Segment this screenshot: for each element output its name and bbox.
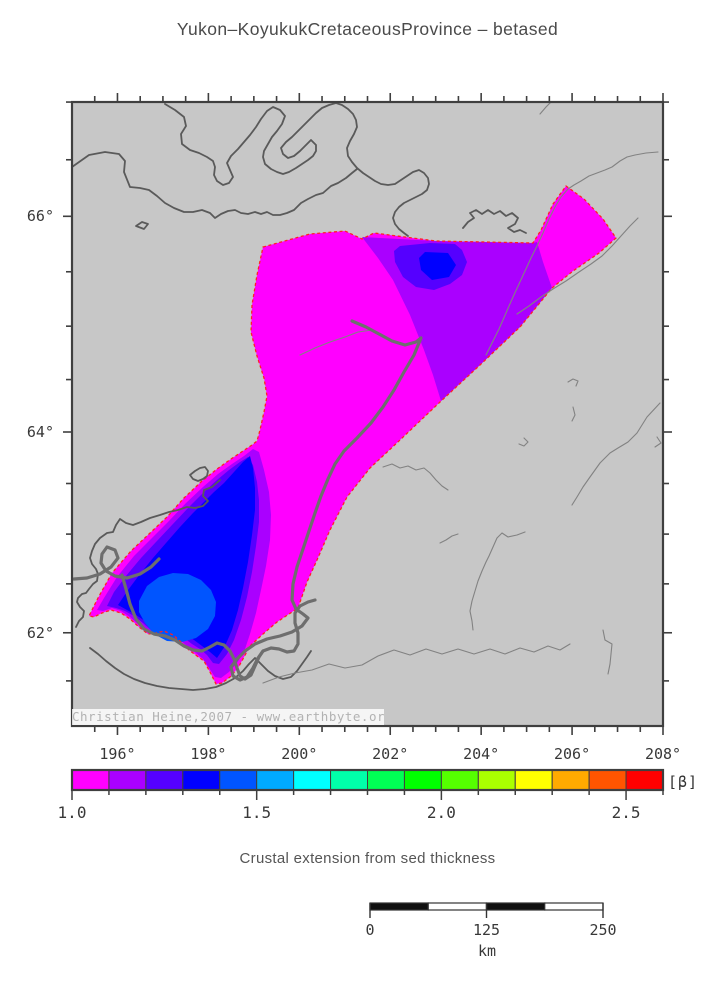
lon-tick-label: 198° <box>190 745 227 763</box>
coastline <box>164 102 430 237</box>
province-boundary <box>72 545 161 581</box>
river <box>469 531 526 631</box>
figure-title: Yukon–KoyukukCretaceousProvince – betase… <box>176 19 559 39</box>
river-group <box>262 102 662 684</box>
colorbar-cell <box>108 769 147 791</box>
river <box>299 329 373 356</box>
coastline <box>72 151 358 219</box>
coastline-islet <box>135 221 149 230</box>
scalebar-segment <box>544 902 604 911</box>
coastline <box>462 209 527 234</box>
colorbar-cell <box>403 769 442 791</box>
colorbar-cell <box>182 769 221 791</box>
colorbar-caption: Crustal extension from sed thickness <box>239 850 496 867</box>
colorbar-cell <box>256 769 295 791</box>
colorbar-cell <box>293 769 332 791</box>
scalebar-unit-label: km <box>477 942 497 960</box>
lat-tick-label: 64° <box>26 423 54 441</box>
lon-tick-label: 204° <box>463 745 500 763</box>
coastline-hook <box>189 466 209 482</box>
river <box>262 643 571 684</box>
lon-tick-label: 202° <box>372 745 409 763</box>
lat-tick-label: 62° <box>26 623 54 642</box>
colorbar-cell <box>145 769 184 791</box>
river <box>518 437 529 447</box>
lon-tick-label: 206° <box>554 745 591 763</box>
lon-tick-label: 200° <box>281 745 318 763</box>
colorbar-cell <box>440 769 479 791</box>
colorbar-ticks <box>71 790 664 800</box>
colorbar-cell <box>367 769 405 791</box>
colorbar-tick-label: 1.0 <box>57 803 87 822</box>
province-boundary-group <box>72 319 423 682</box>
colorbar-cell <box>477 769 516 791</box>
colorbar-tick-label: 2.0 <box>426 803 456 822</box>
beta-region-group <box>88 185 617 685</box>
axis-ticks <box>63 93 672 735</box>
colorbar-cell <box>625 769 664 791</box>
distance-scalebar <box>369 902 604 918</box>
scalebar-tick-label: 250 <box>589 921 617 939</box>
beta-zone-blue-ne <box>419 252 456 280</box>
colorbar-cell <box>588 769 627 791</box>
coastline <box>75 479 221 628</box>
river <box>571 402 661 506</box>
lon-tick-label: 196° <box>99 745 136 763</box>
river <box>602 629 613 675</box>
province-boundary <box>229 319 423 682</box>
river <box>382 463 449 491</box>
river <box>485 151 659 356</box>
watermark: Christian Heine,2007 - www.earthbyte.org <box>72 709 384 725</box>
scalebar-segment <box>427 902 488 911</box>
colorbar-cell <box>219 769 258 791</box>
scalebar-tick-label: 125 <box>472 921 501 939</box>
lat-tick-label: 66° <box>26 207 54 226</box>
coastline-group <box>72 102 527 691</box>
colorbar-cells <box>71 769 664 791</box>
colorbar-cell <box>71 769 110 791</box>
river <box>439 533 459 544</box>
scalebar-tick-label: 0 <box>365 921 375 939</box>
map-content <box>72 102 662 691</box>
colorbar-tick-label: 2.5 <box>611 803 641 822</box>
colorbar-cell <box>514 769 553 791</box>
river <box>567 378 579 387</box>
scalebar-segment <box>485 902 546 911</box>
colorbar-unit-label: [β] <box>668 773 699 791</box>
colorbar-cell <box>330 769 368 791</box>
beta-zone-core <box>139 573 216 642</box>
river <box>516 217 639 315</box>
lon-tick-label: 208° <box>644 745 682 763</box>
scalebar-segment <box>369 902 429 911</box>
colorbar-tick-label: 1.5 <box>242 803 272 822</box>
river <box>571 406 576 422</box>
river <box>654 436 662 448</box>
province-boundary <box>120 573 265 681</box>
coastline <box>89 647 312 691</box>
colorbar-cell <box>551 769 590 791</box>
